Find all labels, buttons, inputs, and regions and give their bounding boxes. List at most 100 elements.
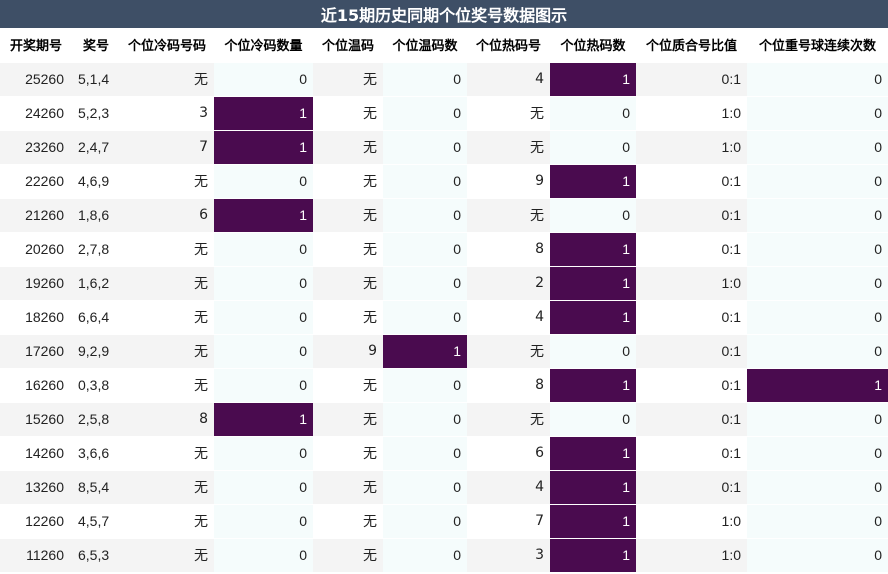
hot-code-cell: 7 (467, 503, 550, 538)
warm-code-cell: 无 (313, 435, 383, 470)
col-header-period: 开奖期号 (0, 28, 72, 62)
table-row: 24260 5,2,3 3 1 无 0 无 0 1:0 0 (0, 95, 888, 130)
warm-code-cell: 无 (313, 129, 383, 164)
cold-count-cell: 0 (214, 299, 313, 334)
prime-ratio-cell: 0:1 (636, 163, 747, 198)
table-row: 25260 5,1,4 无 0 无 0 4 1 0:1 0 (0, 61, 888, 96)
hot-count-cell: 1 (550, 61, 636, 96)
hot-count-cell: 1 (550, 537, 636, 572)
numbers-cell: 5,1,4 (72, 61, 120, 96)
numbers-cell: 6,6,4 (72, 299, 120, 334)
cold-count-cell: 0 (214, 231, 313, 266)
cold-code-cell: 3 (120, 95, 214, 130)
repeat-count-cell: 0 (747, 401, 888, 436)
period-cell: 13260 (0, 469, 72, 504)
repeat-count-cell: 0 (747, 333, 888, 368)
hot-count-cell: 1 (550, 469, 636, 504)
hot-code-cell: 2 (467, 265, 550, 300)
history-table: 开奖期号 奖号 个位冷码号码 个位冷码数量 个位温码 个位温码数 个位热码号 个… (0, 28, 888, 572)
cold-count-cell: 1 (214, 401, 313, 436)
warm-count-cell: 0 (383, 231, 467, 266)
hot-count-cell: 0 (550, 95, 636, 130)
cold-code-cell: 无 (120, 435, 214, 470)
warm-count-cell: 1 (383, 333, 467, 368)
numbers-cell: 2,7,8 (72, 231, 120, 266)
col-header-repeat-count: 个位重号球连续次数 (747, 28, 888, 62)
cold-code-cell: 无 (120, 265, 214, 300)
numbers-cell: 5,2,3 (72, 95, 120, 130)
col-header-numbers: 奖号 (72, 28, 120, 62)
warm-code-cell: 无 (313, 469, 383, 504)
table-title: 近15期历史同期个位奖号数据图示 (0, 0, 888, 28)
numbers-cell: 9,2,9 (72, 333, 120, 368)
prime-ratio-cell: 0:1 (636, 401, 747, 436)
repeat-count-cell: 0 (747, 129, 888, 164)
col-header-cold-count: 个位冷码数量 (214, 28, 313, 62)
table-row: 21260 1,8,6 6 1 无 0 无 0 0:1 0 (0, 197, 888, 232)
hot-count-cell: 0 (550, 129, 636, 164)
period-cell: 21260 (0, 197, 72, 232)
numbers-cell: 3,6,6 (72, 435, 120, 470)
cold-count-cell: 0 (214, 469, 313, 504)
repeat-count-cell: 0 (747, 469, 888, 504)
cold-count-cell: 0 (214, 163, 313, 198)
warm-count-cell: 0 (383, 129, 467, 164)
period-cell: 11260 (0, 537, 72, 572)
period-cell: 17260 (0, 333, 72, 368)
warm-code-cell: 9 (313, 333, 383, 368)
period-cell: 18260 (0, 299, 72, 334)
cold-count-cell: 1 (214, 197, 313, 232)
numbers-cell: 8,5,4 (72, 469, 120, 504)
repeat-count-cell: 0 (747, 163, 888, 198)
prime-ratio-cell: 0:1 (636, 435, 747, 470)
warm-code-cell: 无 (313, 265, 383, 300)
warm-count-cell: 0 (383, 435, 467, 470)
period-cell: 24260 (0, 95, 72, 130)
prime-ratio-cell: 0:1 (636, 299, 747, 334)
repeat-count-cell: 0 (747, 231, 888, 266)
period-cell: 25260 (0, 61, 72, 96)
table-row: 11260 6,5,3 无 0 无 0 3 1 1:0 0 (0, 537, 888, 572)
cold-count-cell: 1 (214, 129, 313, 164)
period-cell: 15260 (0, 401, 72, 436)
warm-code-cell: 无 (313, 231, 383, 266)
repeat-count-cell: 0 (747, 537, 888, 572)
warm-code-cell: 无 (313, 61, 383, 96)
warm-count-cell: 0 (383, 469, 467, 504)
table-row: 17260 9,2,9 无 0 9 1 无 0 0:1 0 (0, 333, 888, 368)
table-row: 12260 4,5,7 无 0 无 0 7 1 1:0 0 (0, 503, 888, 538)
prime-ratio-cell: 0:1 (636, 197, 747, 232)
hot-code-cell: 无 (467, 401, 550, 436)
period-cell: 19260 (0, 265, 72, 300)
cold-code-cell: 8 (120, 401, 214, 436)
table-row: 16260 0,3,8 无 0 无 0 8 1 0:1 1 (0, 367, 888, 402)
cold-count-cell: 1 (214, 95, 313, 130)
repeat-count-cell: 0 (747, 299, 888, 334)
header-row: 开奖期号 奖号 个位冷码号码 个位冷码数量 个位温码 个位温码数 个位热码号 个… (0, 28, 888, 62)
cold-count-cell: 0 (214, 435, 313, 470)
warm-count-cell: 0 (383, 95, 467, 130)
table-row: 14260 3,6,6 无 0 无 0 6 1 0:1 0 (0, 435, 888, 470)
cold-code-cell: 无 (120, 469, 214, 504)
col-header-warm-code: 个位温码 (313, 28, 383, 62)
repeat-count-cell: 0 (747, 61, 888, 96)
cold-code-cell: 7 (120, 129, 214, 164)
hot-code-cell: 无 (467, 95, 550, 130)
hot-count-cell: 0 (550, 401, 636, 436)
col-header-warm-count: 个位温码数 (383, 28, 467, 62)
cold-code-cell: 6 (120, 197, 214, 232)
repeat-count-cell: 0 (747, 503, 888, 538)
warm-count-cell: 0 (383, 401, 467, 436)
numbers-cell: 6,5,3 (72, 537, 120, 572)
warm-code-cell: 无 (313, 197, 383, 232)
period-cell: 12260 (0, 503, 72, 538)
prime-ratio-cell: 1:0 (636, 503, 747, 538)
numbers-cell: 4,5,7 (72, 503, 120, 538)
hot-code-cell: 8 (467, 231, 550, 266)
hot-code-cell: 4 (467, 469, 550, 504)
table-row: 15260 2,5,8 8 1 无 0 无 0 0:1 0 (0, 401, 888, 436)
hot-count-cell: 1 (550, 299, 636, 334)
hot-code-cell: 9 (467, 163, 550, 198)
table-row: 13260 8,5,4 无 0 无 0 4 1 0:1 0 (0, 469, 888, 504)
cold-code-cell: 无 (120, 367, 214, 402)
